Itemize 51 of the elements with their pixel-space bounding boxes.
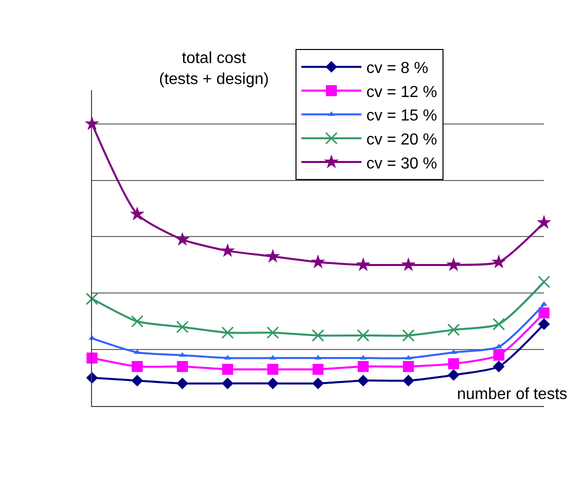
- point: [175, 232, 190, 246]
- legend-label: cv = 20 %: [366, 131, 438, 148]
- legend-label: cv = 8 %: [366, 60, 428, 78]
- point: [402, 374, 414, 386]
- point: [446, 257, 461, 272]
- point: [492, 360, 505, 372]
- legend-label: cv = 12 %: [366, 84, 438, 101]
- point: [448, 358, 460, 370]
- point: [310, 254, 326, 268]
- point: [314, 355, 322, 360]
- point: [265, 248, 280, 263]
- point: [402, 361, 414, 372]
- point: [86, 292, 98, 306]
- point: [131, 374, 144, 386]
- point: [448, 369, 460, 381]
- point: [536, 214, 552, 229]
- point: [402, 329, 415, 342]
- point: [401, 257, 416, 272]
- point: [357, 374, 370, 386]
- point: [222, 378, 234, 390]
- point: [356, 329, 370, 342]
- x-axis-title: number of tests: [457, 386, 568, 403]
- point: [356, 257, 371, 272]
- point: [176, 361, 188, 372]
- point: [266, 326, 280, 339]
- y-axis-title: total cost (tests + design): [159, 50, 269, 88]
- point: [312, 378, 324, 390]
- point: [130, 315, 144, 328]
- point: [538, 276, 550, 288]
- point: [540, 301, 548, 306]
- point: [221, 326, 234, 339]
- legend-label: cv = 15 %: [366, 108, 438, 125]
- point: [176, 320, 189, 334]
- point: [358, 361, 369, 372]
- point: [130, 206, 145, 220]
- point: [266, 378, 279, 390]
- point: [312, 364, 324, 375]
- point: [267, 364, 278, 375]
- point: [493, 350, 504, 361]
- point: [132, 361, 143, 372]
- point: [447, 324, 460, 336]
- point: [220, 243, 235, 258]
- point: [538, 318, 550, 330]
- point: [222, 364, 234, 375]
- legend-label: cv = 30 %: [366, 155, 438, 172]
- point: [491, 254, 506, 268]
- point: [312, 329, 324, 342]
- point: [86, 352, 98, 364]
- point: [176, 378, 188, 390]
- point: [492, 318, 506, 330]
- point: [538, 307, 550, 318]
